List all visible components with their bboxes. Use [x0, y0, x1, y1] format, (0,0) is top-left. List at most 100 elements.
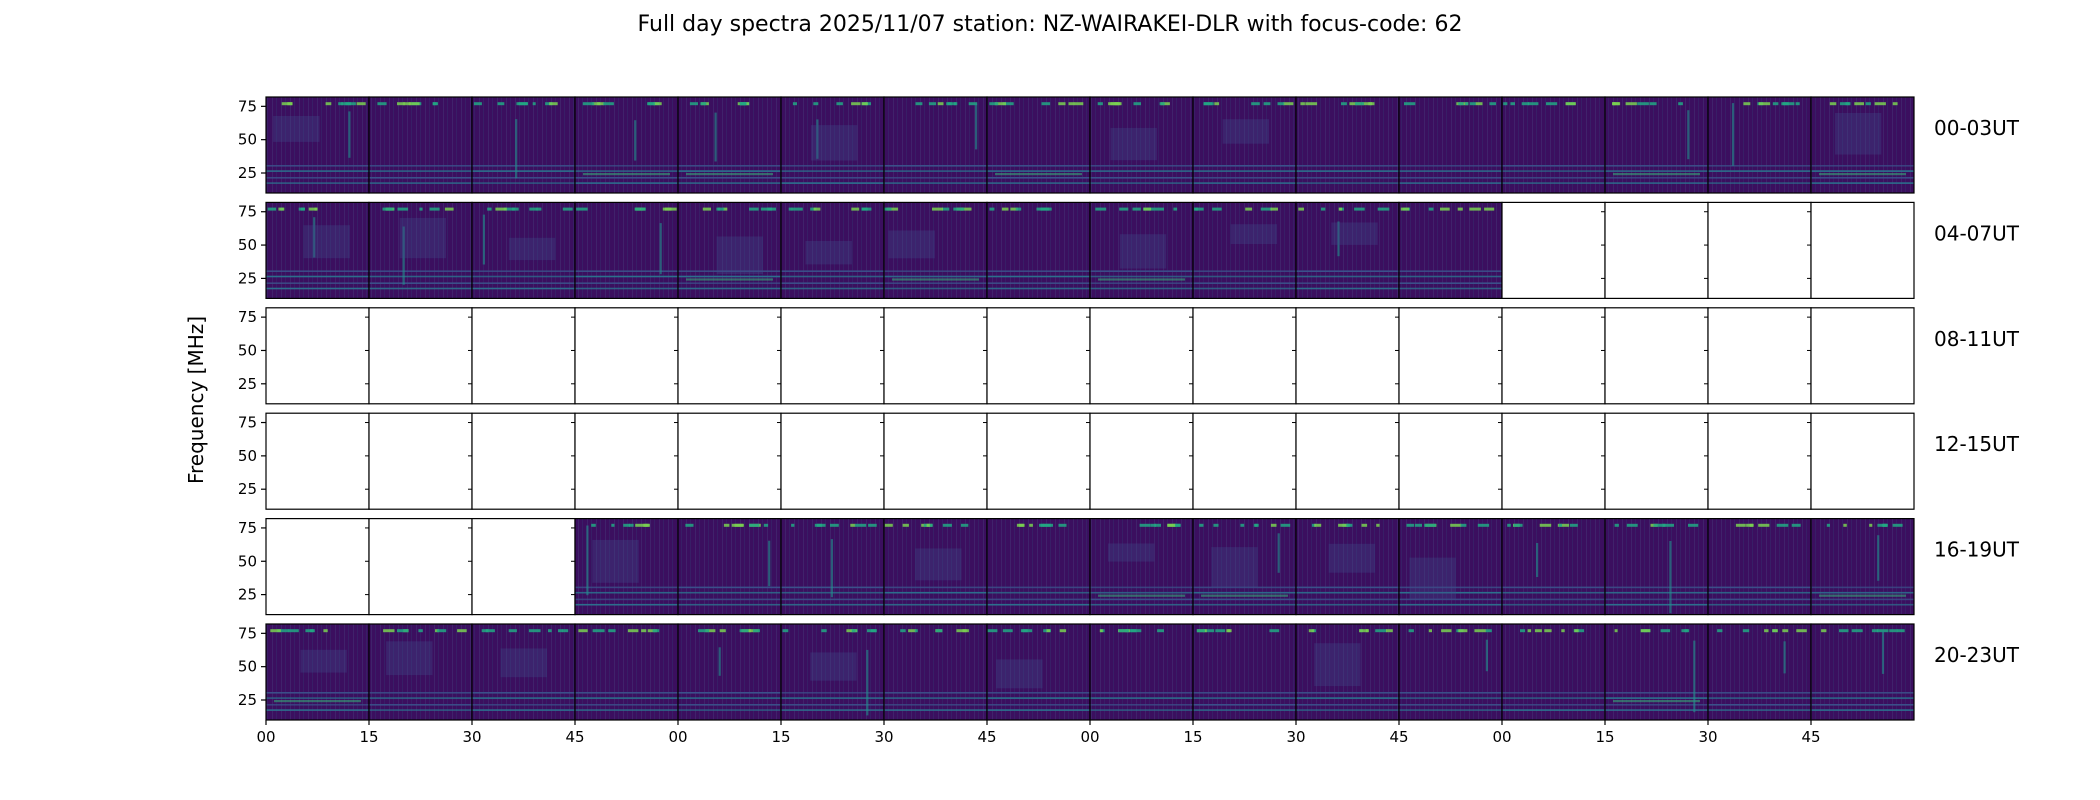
- rfi-mark: [1565, 102, 1576, 106]
- rfi-mark: [935, 629, 943, 633]
- rfi-mark: [1404, 102, 1416, 106]
- band-line: [987, 182, 1090, 184]
- rfi-mark: [1521, 102, 1529, 106]
- row-label: 04-07UT: [1934, 221, 2020, 245]
- band-line: [472, 704, 575, 706]
- band-highlight: [686, 173, 773, 176]
- band-highlight: [1819, 594, 1906, 597]
- diffuse-patch: [386, 641, 433, 676]
- band-line: [1193, 697, 1296, 699]
- rfi-mark: [851, 629, 856, 633]
- band-line: [1193, 165, 1296, 167]
- band-line: [884, 170, 987, 172]
- rfi-mark: [1507, 523, 1511, 527]
- band-line: [987, 287, 1090, 290]
- rfi-mark: [1614, 523, 1619, 527]
- rfi-mark: [689, 102, 698, 106]
- rfi-mark: [345, 102, 356, 106]
- band-line: [884, 598, 987, 601]
- rfi-mark: [937, 102, 944, 106]
- band-line: [678, 586, 781, 589]
- band-line: [884, 165, 987, 167]
- band-line: [987, 709, 1090, 711]
- x-tick-label: 15: [359, 728, 378, 746]
- diffuse-patch: [996, 659, 1043, 689]
- band-line: [884, 697, 987, 699]
- band-line: [1399, 275, 1502, 278]
- rfi-mark: [298, 207, 305, 211]
- band-line: [1605, 165, 1708, 167]
- rfi-mark: [1001, 207, 1009, 211]
- rfi-mark: [356, 102, 366, 106]
- x-tick-label: 15: [771, 728, 790, 746]
- x-tick-label: 45: [977, 728, 996, 746]
- rfi-mark: [1341, 102, 1347, 106]
- rfi-mark: [591, 523, 596, 527]
- band-line: [472, 165, 575, 167]
- rfi-mark: [1684, 629, 1688, 633]
- burst-mark: [348, 111, 351, 158]
- rfi-mark: [1359, 629, 1368, 633]
- band-line: [472, 697, 575, 699]
- band-line: [472, 709, 575, 711]
- rfi-mark: [1510, 102, 1515, 106]
- burst-mark: [1783, 641, 1786, 674]
- band-line: [1090, 586, 1193, 589]
- diffuse-patch: [500, 648, 547, 678]
- rfi-mark: [1829, 102, 1837, 106]
- band-line: [1708, 692, 1811, 694]
- band-line: [678, 709, 781, 711]
- burst-mark: [515, 119, 518, 179]
- rfi-mark: [270, 629, 281, 633]
- diffuse-patch: [1119, 234, 1167, 269]
- y-tick-label: 25: [238, 164, 257, 182]
- row-label: 16-19UT: [1934, 538, 2020, 562]
- band-line: [1708, 603, 1811, 606]
- burst-mark: [1731, 103, 1735, 166]
- rfi-mark: [338, 102, 343, 106]
- rfi-mark: [1214, 102, 1220, 106]
- band-line: [1811, 165, 1914, 167]
- rfi-mark: [1782, 102, 1795, 106]
- y-tick-label: 50: [238, 131, 257, 149]
- band-line: [987, 697, 1090, 699]
- rfi-mark: [1534, 629, 1542, 633]
- rfi-mark: [623, 523, 630, 527]
- rfi-mark: [1660, 629, 1671, 633]
- rfi-mark: [1795, 102, 1800, 106]
- band-line: [472, 275, 575, 278]
- rfi-mark: [1626, 523, 1638, 527]
- x-tick-label: 00: [256, 728, 275, 746]
- x-tick-label: 15: [1595, 728, 1614, 746]
- diffuse-patch: [1110, 127, 1157, 161]
- band-line: [1193, 182, 1296, 184]
- band-line: [1296, 697, 1399, 699]
- rfi-mark: [582, 102, 595, 106]
- diffuse-patch: [1314, 643, 1361, 687]
- rfi-mark: [1415, 523, 1422, 527]
- panel-border: [1810, 517, 1915, 616]
- band-line: [575, 697, 678, 699]
- diffuse-patch: [1108, 543, 1155, 562]
- rfi-mark: [928, 102, 937, 106]
- band-line: [1296, 270, 1399, 272]
- band-line: [1708, 182, 1811, 184]
- rfi-mark: [1099, 629, 1103, 633]
- rfi-mark: [1305, 102, 1318, 106]
- row-12-15UT: [265, 412, 1915, 510]
- rfi-mark: [278, 207, 285, 211]
- band-line: [575, 182, 678, 184]
- band-line: [1296, 704, 1399, 706]
- rfi-mark: [578, 629, 588, 633]
- diffuse-patch: [273, 116, 320, 142]
- chart-title: Full day spectra 2025/11/07 station: NZ-…: [637, 12, 1463, 37]
- rfi-mark: [1058, 523, 1067, 527]
- rfi-mark: [558, 629, 563, 633]
- rfi-mark: [1791, 523, 1801, 527]
- row-16-19UT: [265, 517, 1915, 616]
- y-tick-label: 75: [238, 414, 257, 432]
- y-tick-label: 25: [238, 269, 257, 287]
- rfi-mark: [740, 102, 747, 106]
- empty-panel: [781, 307, 884, 404]
- band-line: [1193, 709, 1296, 711]
